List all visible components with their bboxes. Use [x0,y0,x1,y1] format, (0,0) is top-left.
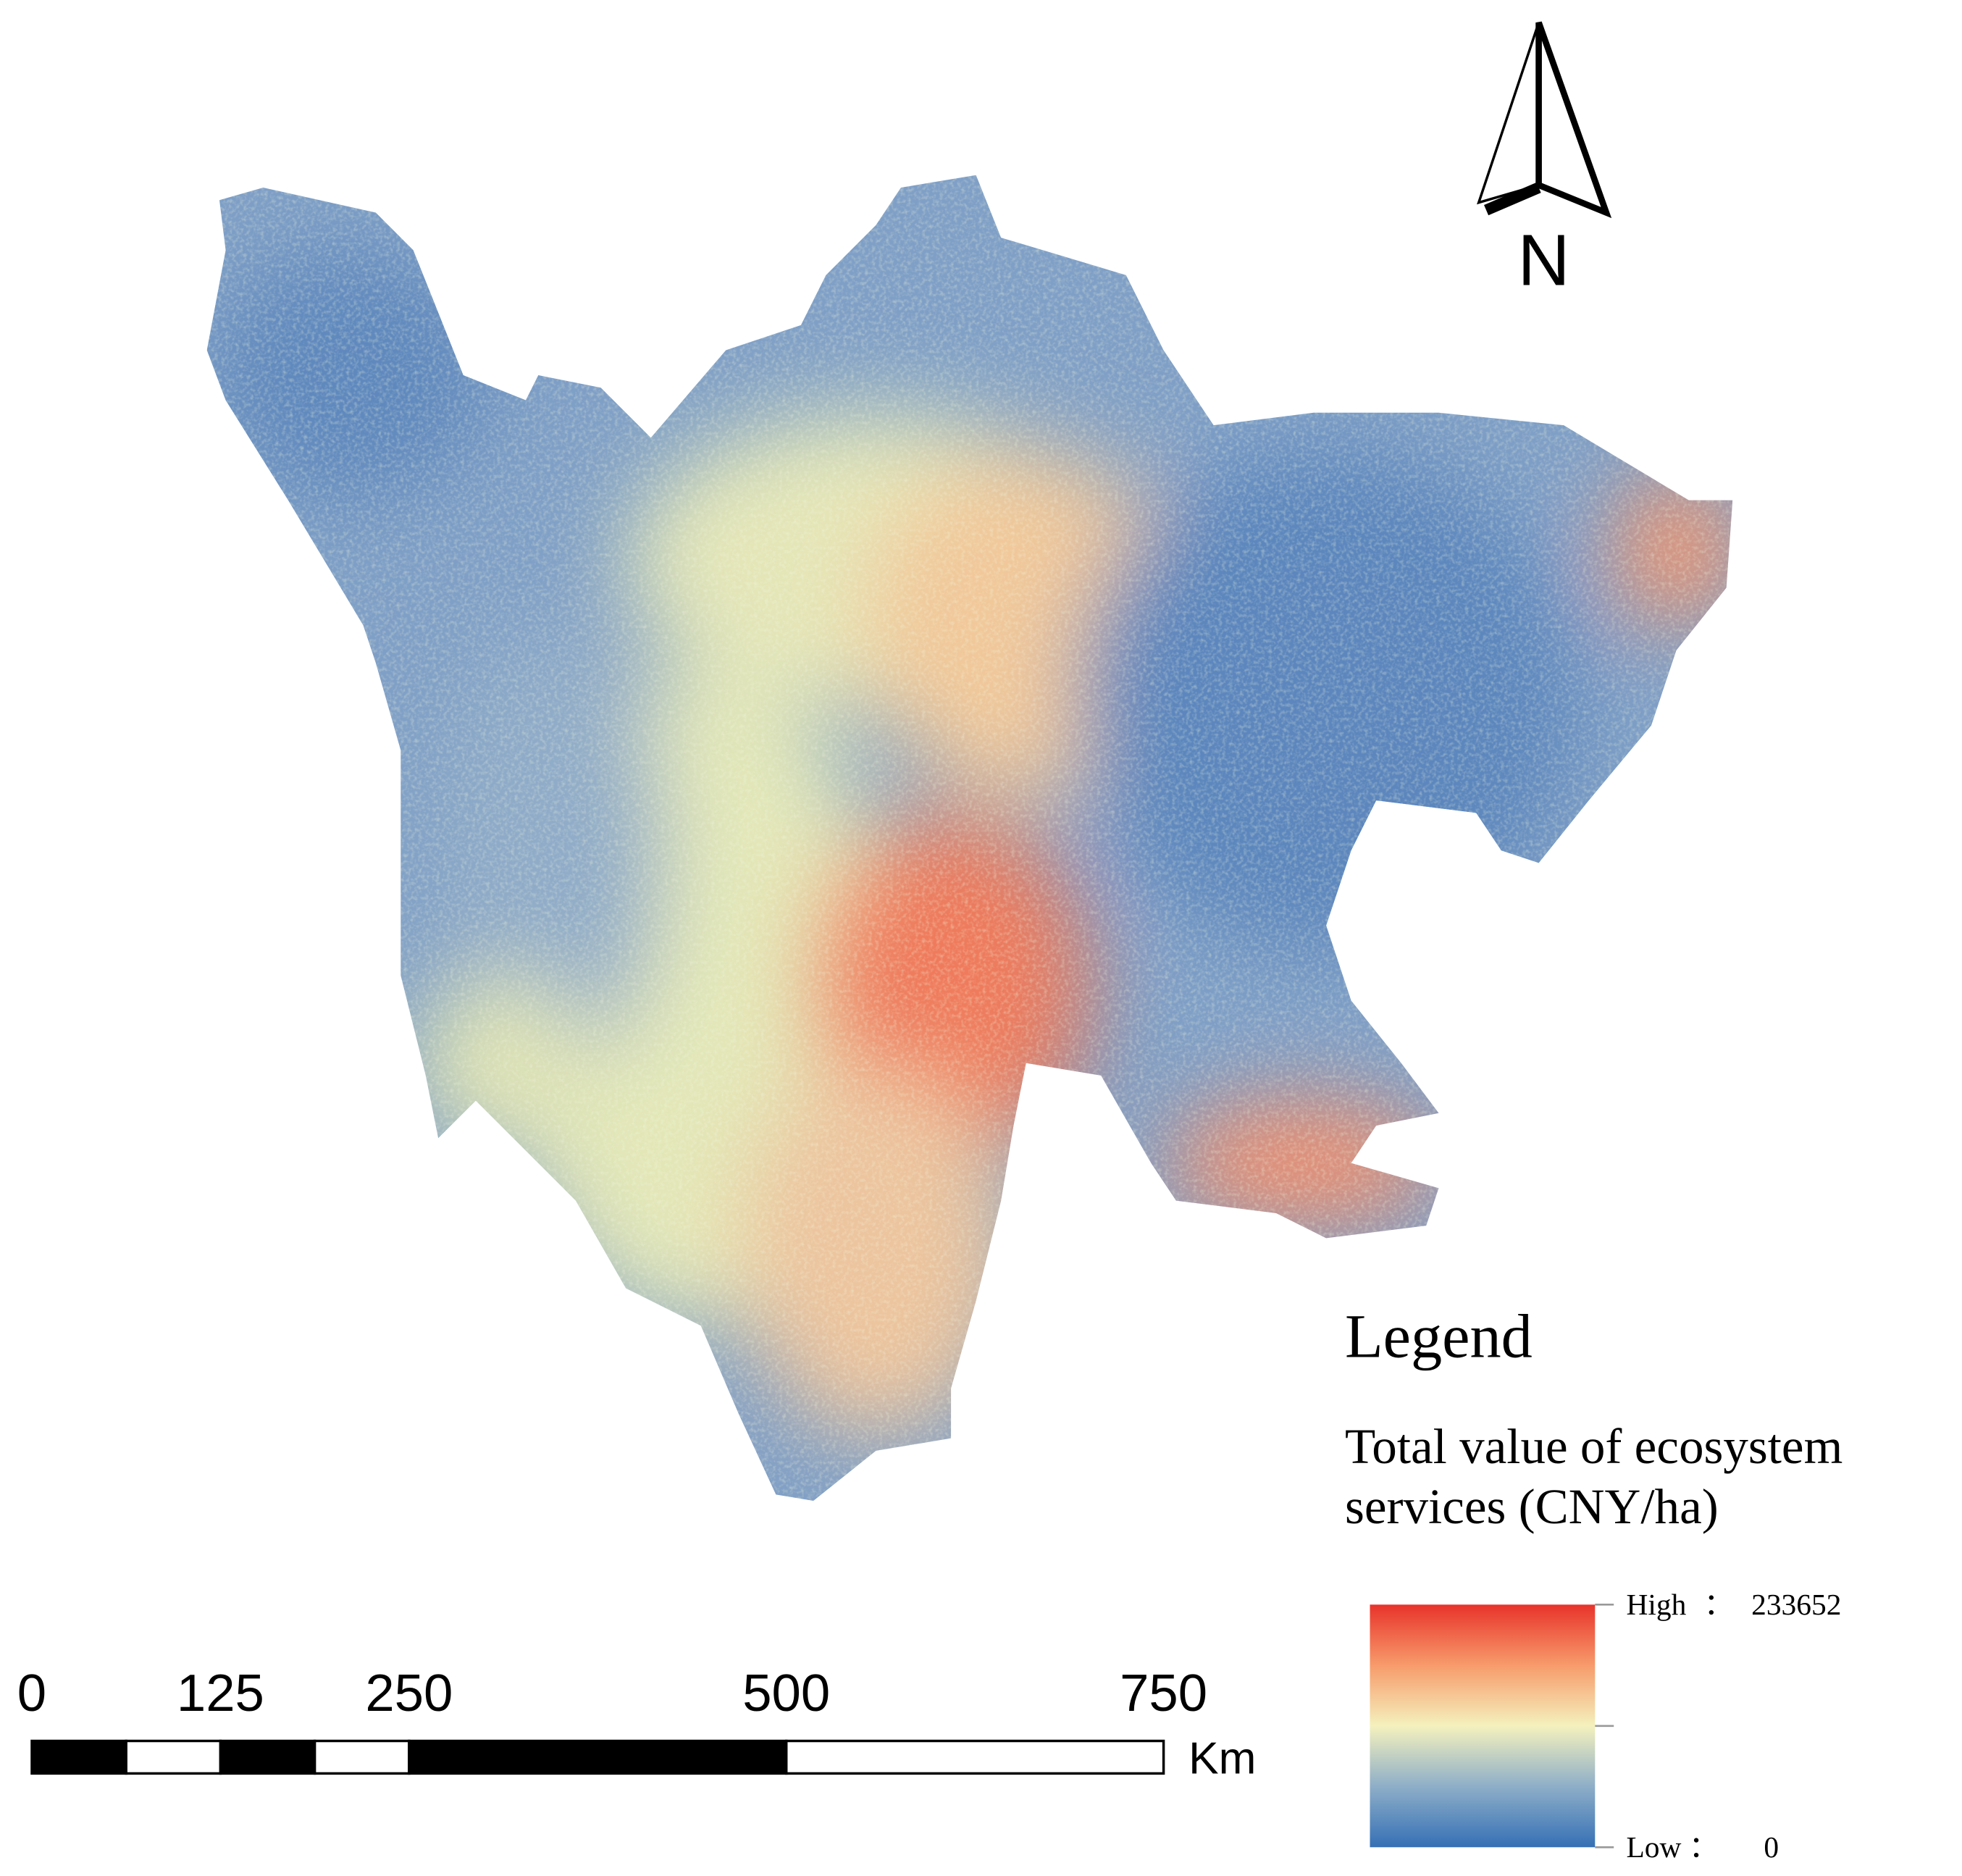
legend-title: Legend [1345,1301,1533,1370]
ramp-separator: ： [1689,1830,1719,1864]
ramp-value: 233652 [1751,1588,1841,1621]
scale-segment [30,1739,127,1775]
scale-label: 500 [742,1664,830,1722]
north-label: N [1517,220,1569,301]
scale-segment [219,1739,316,1775]
scale-label: 125 [177,1664,264,1722]
north-arrow: N [1477,21,1612,301]
ramp-label: High [1626,1588,1686,1621]
scale-segment [784,1739,1165,1775]
scale-segment [125,1739,222,1775]
scale-label: 250 [365,1664,453,1722]
ramp-value: 0 [1764,1830,1779,1864]
scale-unit: Km [1188,1733,1256,1783]
legend-subtitle: services (CNY/ha) [1345,1478,1719,1534]
color-ramp [1370,1604,1596,1848]
scale-segment [408,1739,788,1775]
scale-segment [313,1739,411,1775]
legend-subtitle: Total value of ecosystem [1345,1418,1842,1474]
ramp-label: Low [1626,1830,1681,1864]
scale-label: 0 [17,1664,46,1722]
ramp-separator: ： [1704,1588,1734,1621]
scale-label: 750 [1120,1664,1207,1722]
